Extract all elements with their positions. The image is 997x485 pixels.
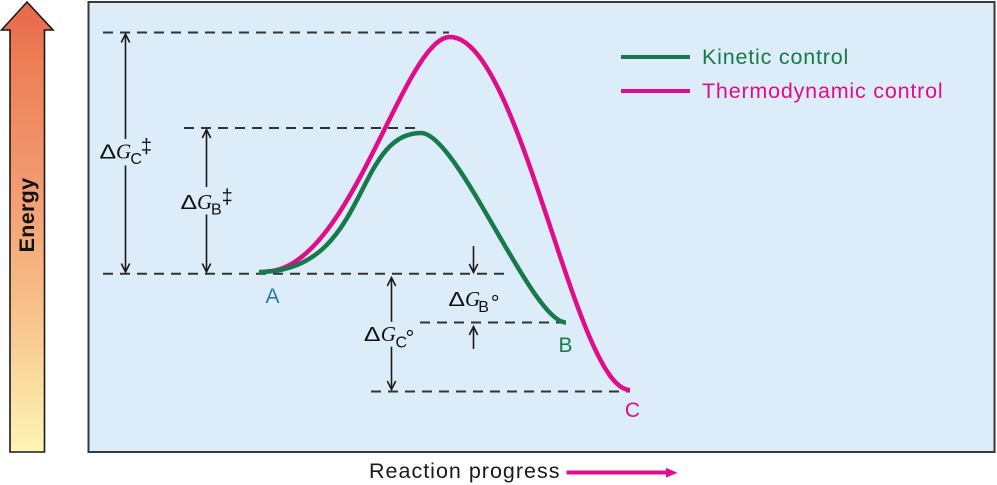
svg-text:Kinetic control: Kinetic control xyxy=(702,45,849,69)
svg-text:G: G xyxy=(197,190,212,214)
svg-text:‡: ‡ xyxy=(222,186,233,208)
svg-text:°: ° xyxy=(491,290,500,315)
svg-text:Δ: Δ xyxy=(448,288,465,310)
svg-text:Energy: Energy xyxy=(15,178,39,253)
svg-text:G: G xyxy=(381,322,396,346)
svg-text:‡: ‡ xyxy=(141,136,152,158)
svg-text:Δ: Δ xyxy=(180,191,197,213)
svg-text:°: ° xyxy=(406,326,415,351)
svg-text:B: B xyxy=(211,201,222,218)
svg-text:G: G xyxy=(116,139,131,163)
svg-text:Δ: Δ xyxy=(364,323,381,345)
svg-text:C: C xyxy=(130,151,142,168)
svg-text:Thermodynamic control: Thermodynamic control xyxy=(702,79,943,103)
svg-text:C: C xyxy=(396,335,408,352)
svg-text:B: B xyxy=(558,334,572,357)
svg-text:A: A xyxy=(265,285,279,308)
svg-text:B: B xyxy=(478,299,489,316)
svg-text:Reaction progress: Reaction progress xyxy=(369,459,560,483)
svg-text:Δ: Δ xyxy=(100,141,117,163)
svg-text:C: C xyxy=(625,399,640,422)
svg-text:G: G xyxy=(465,287,480,311)
